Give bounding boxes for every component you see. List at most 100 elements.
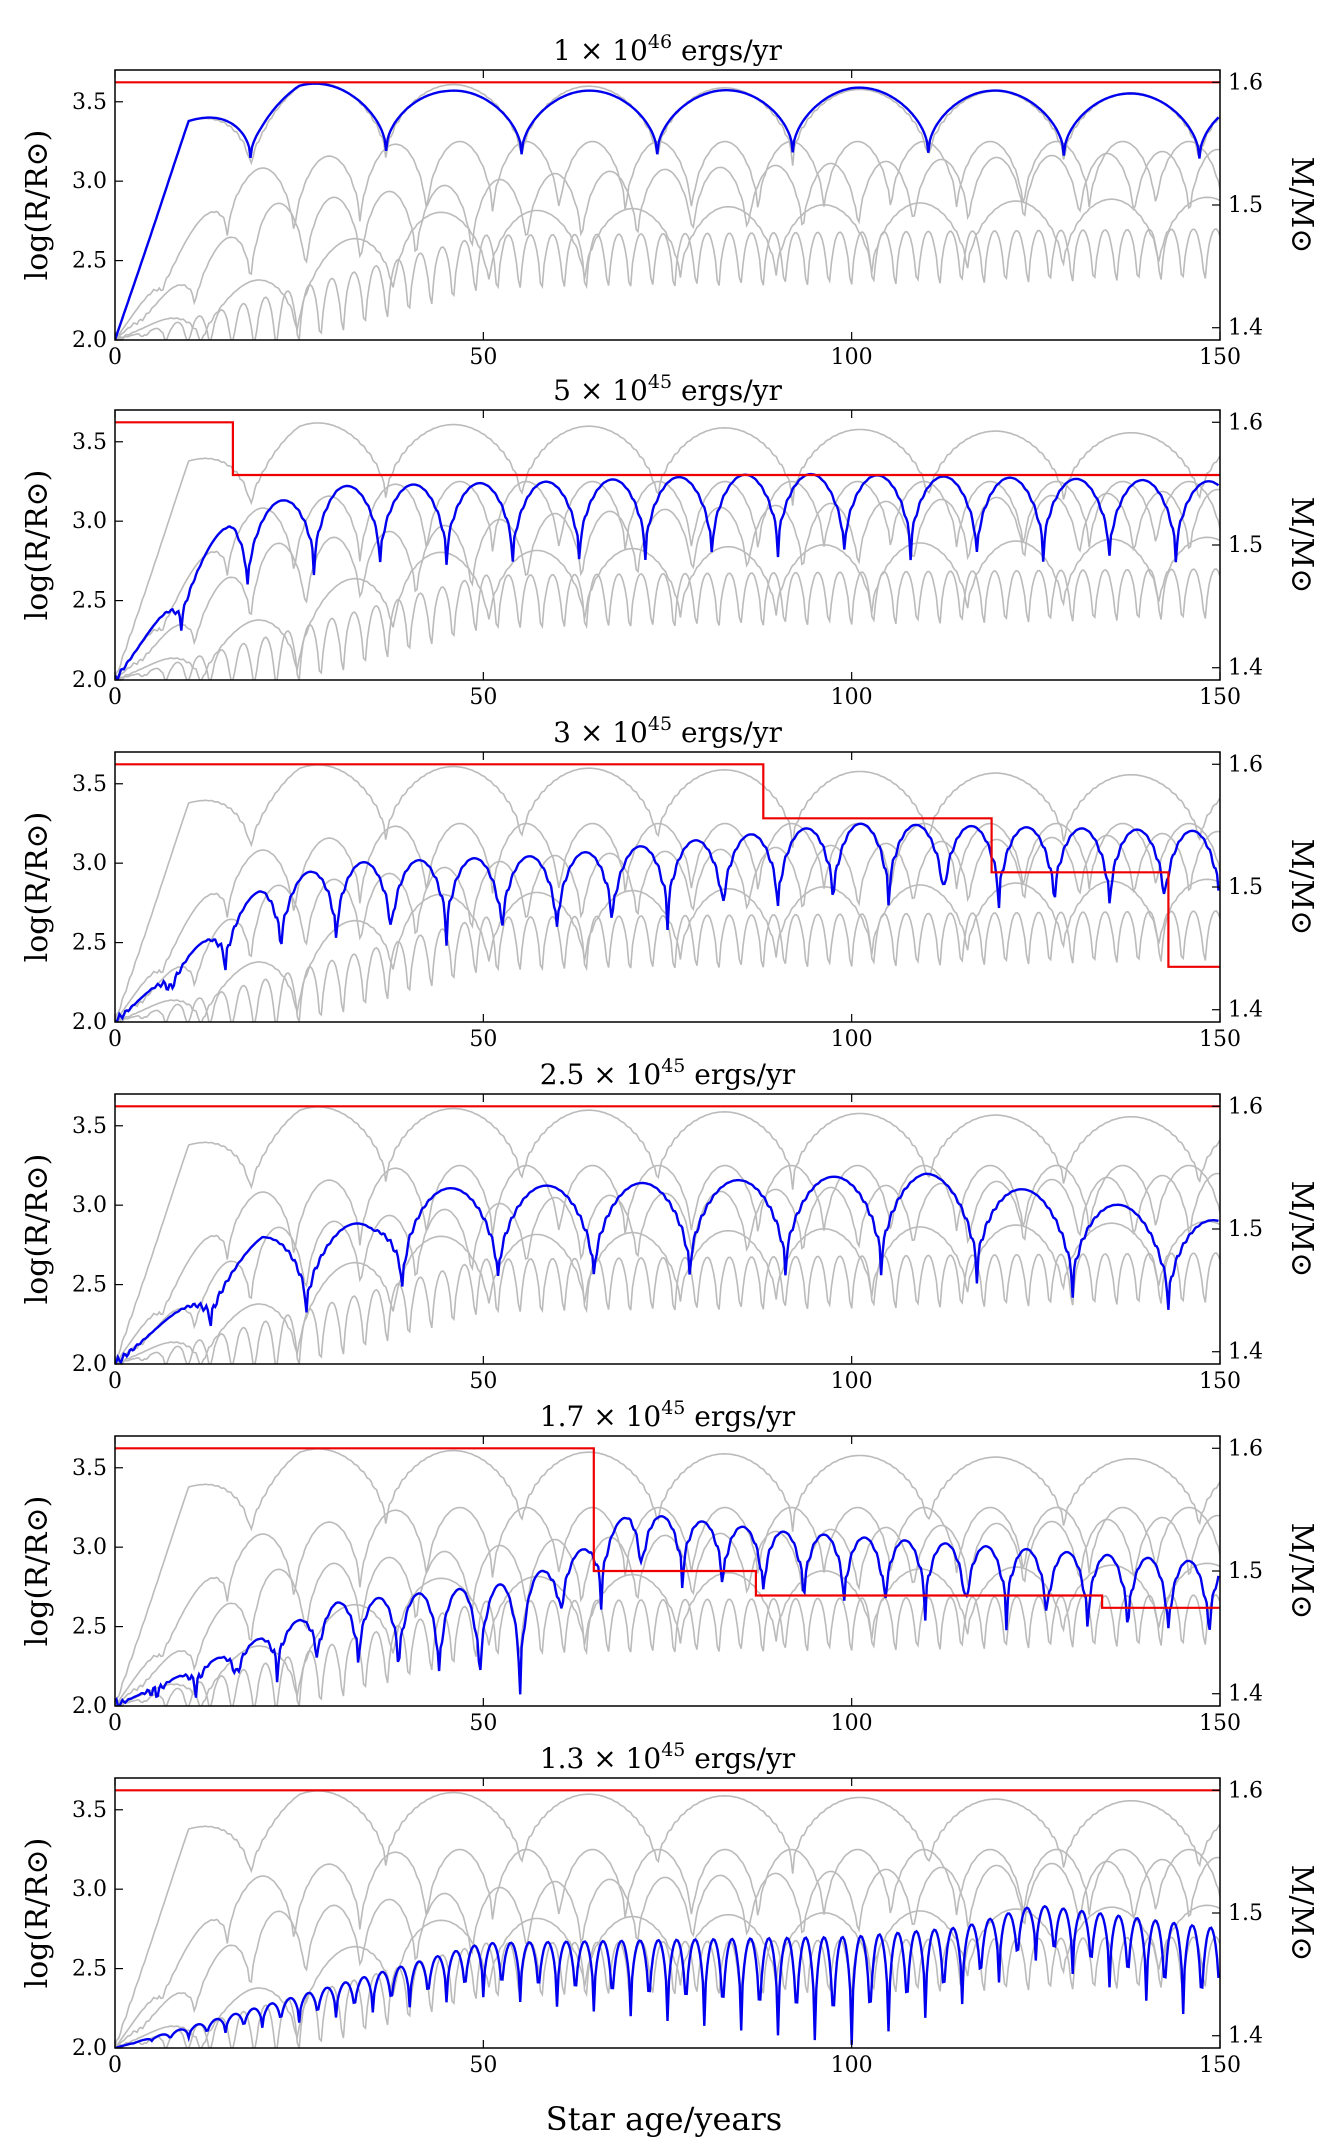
grey-curve-2	[115, 480, 1220, 680]
y-tick-label-left: 2.0	[72, 1694, 107, 1719]
radius-curve	[115, 1904, 1220, 2048]
y-axis-label-left: log(R/R⊙)	[20, 130, 55, 281]
x-tick-label: 100	[831, 2053, 873, 2078]
y-axis-label-left: log(R/R⊙)	[20, 812, 55, 963]
title-units: ergs/yr	[685, 1742, 795, 1775]
grey-curve-4	[115, 1562, 1220, 1706]
y-tick-label-left: 2.5	[72, 931, 107, 956]
radius-curve	[115, 822, 1220, 1022]
y-tick-label-left: 2.0	[72, 2036, 107, 2061]
y-tick-label-left: 3.5	[72, 90, 107, 115]
radius-curve	[115, 1172, 1219, 1364]
grey-curve-5	[115, 568, 1220, 680]
grey-curve-3	[115, 830, 1220, 1022]
panel-3: 0 50 100 150 2.0 2.5 3.0 3.5 1.4 1.5 1.6 log(R/R⊙) M…	[20, 713, 1319, 1052]
grey-curves	[115, 1106, 1220, 1364]
x-tick-label: 150	[1199, 345, 1241, 370]
grey-curve-2	[115, 1164, 1220, 1364]
x-tick-label: 100	[831, 1027, 873, 1052]
title-coefficient: 1 × 10	[553, 34, 648, 67]
y-tick-label-left: 2.5	[72, 249, 107, 274]
grey-curve-2	[115, 1848, 1220, 2048]
x-tick-label: 100	[831, 1711, 873, 1736]
y-tick-label-right: 1.5	[1228, 1217, 1263, 1242]
y-tick-label-left: 2.0	[72, 668, 107, 693]
y-tick-label-left: 2.0	[72, 328, 107, 353]
x-tick-label: 100	[831, 345, 873, 370]
panel-4: 0 50 100 150 2.0 2.5 3.0 3.5 1.4 1.5 1.6 log(R/R⊙) M…	[20, 1055, 1319, 1394]
y-tick-label-left: 3.5	[72, 1456, 107, 1481]
grey-curve-3	[115, 1856, 1220, 2048]
y-axis-label-right: M/M⊙	[1284, 1523, 1319, 1620]
y-axis-label-left: log(R/R⊙)	[20, 1838, 55, 1989]
title-coefficient: 1.7 × 10	[540, 1400, 661, 1433]
panel-title: 1 × 1046 ergs/yr	[553, 31, 782, 67]
title-exponent: 45	[661, 1739, 685, 1761]
panel-title: 3 × 1045 ergs/yr	[553, 713, 782, 749]
x-tick-label: 50	[469, 685, 497, 710]
panel-frame	[114, 1093, 1221, 1365]
y-tick-label-left: 3.0	[72, 851, 107, 876]
panel-title: 1.7 × 1045 ergs/yr	[540, 1397, 796, 1433]
radius-curve	[115, 472, 1220, 680]
x-tick-label: 50	[469, 345, 497, 370]
y-tick-label-right: 1.5	[1228, 1901, 1263, 1926]
y-tick-label-right: 1.5	[1228, 1559, 1263, 1584]
x-tick-label: 150	[1199, 2053, 1241, 2078]
panel-title: 5 × 1045 ergs/yr	[553, 371, 782, 407]
y-tick-label-left: 3.5	[72, 430, 107, 455]
y-tick-label-right: 1.4	[1228, 656, 1263, 681]
y-tick-label-right: 1.4	[1228, 1682, 1263, 1707]
title-exponent: 46	[648, 31, 672, 53]
panel-frame	[114, 751, 1221, 1023]
y-tick-label-right: 1.6	[1228, 1778, 1263, 1803]
y-tick-label-left: 3.5	[72, 772, 107, 797]
x-tick-label: 50	[469, 2053, 497, 2078]
grey-curve-5	[115, 228, 1220, 340]
panel-1: 0 50 100 150 2.0 2.5 3.0 3.5 1.4 1.5 1.6 log(R/R⊙) M…	[20, 31, 1319, 370]
x-tick-label: 150	[1199, 1369, 1241, 1394]
mass-curve	[115, 763, 1220, 968]
panel-frame	[114, 409, 1221, 681]
panel-6: 0 50 100 150 2.0 2.5 3.0 3.5 1.4 1.5 1.6 log(R/R⊙) M…	[20, 1739, 1319, 2078]
y-tick-label-left: 3.0	[72, 1877, 107, 1902]
x-tick-label: 0	[108, 685, 122, 710]
y-tick-label-left: 2.0	[72, 1352, 107, 1377]
grey-curve-1	[115, 1448, 1220, 1706]
title-exponent: 45	[661, 1055, 685, 1077]
grey-curve-4	[115, 196, 1220, 340]
grey-curve-4	[115, 1220, 1220, 1364]
grey-curve-2	[115, 1506, 1220, 1706]
title-coefficient: 5 × 10	[553, 374, 648, 407]
title-units: ergs/yr	[672, 374, 782, 407]
y-axis-label-right: M/M⊙	[1284, 839, 1319, 936]
y-tick-label-left: 3.0	[72, 509, 107, 534]
grey-curves	[115, 1448, 1220, 1706]
x-axis-label: Star age/years	[546, 2100, 782, 2138]
title-coefficient: 1.3 × 10	[540, 1742, 661, 1775]
x-tick-label: 150	[1199, 685, 1241, 710]
y-axis-label-right: M/M⊙	[1284, 497, 1319, 594]
radius-curve	[115, 1514, 1220, 1706]
grey-curve-4	[115, 1904, 1220, 2048]
panel-title: 1.3 × 1045 ergs/yr	[540, 1739, 796, 1775]
y-tick-label-left: 2.5	[72, 1615, 107, 1640]
x-tick-label: 0	[108, 345, 122, 370]
title-exponent: 45	[648, 713, 672, 735]
x-tick-label: 50	[469, 1369, 497, 1394]
y-tick-label-left: 2.5	[72, 1273, 107, 1298]
grey-curve-3	[115, 1514, 1220, 1706]
grey-curve-1	[115, 1106, 1220, 1364]
y-axis-label-left: log(R/R⊙)	[20, 470, 55, 621]
panel-5: 0 50 100 150 2.0 2.5 3.0 3.5 1.4 1.5 1.6 log(R/R⊙) M…	[20, 1397, 1319, 1736]
panel-title: 2.5 × 1045 ergs/yr	[540, 1055, 796, 1091]
grey-curve-3	[115, 148, 1220, 340]
grey-curve-4	[115, 536, 1220, 680]
title-coefficient: 2.5 × 10	[540, 1058, 661, 1091]
y-tick-label-right: 1.4	[1228, 316, 1263, 341]
title-units: ergs/yr	[672, 34, 782, 67]
mass-curve	[115, 1447, 1220, 1609]
y-tick-label-right: 1.5	[1228, 533, 1263, 558]
grey-curve-1	[115, 1790, 1220, 2048]
